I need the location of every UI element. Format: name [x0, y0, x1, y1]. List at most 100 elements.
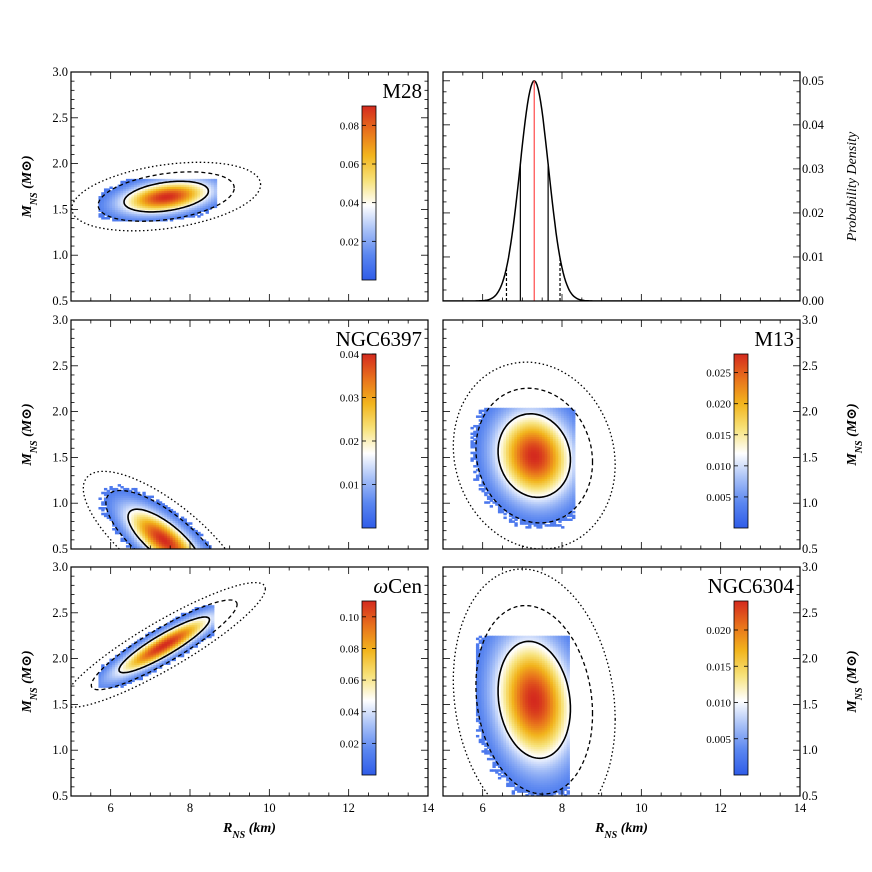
panel-6-x-axis-title: RNS (km) [594, 821, 648, 841]
panel-3-ticks: 0.5 1.0 1.5 2.0 2.5 3.0 [52, 313, 429, 556]
panel-1-y-tick-label: 1.0 [52, 248, 68, 262]
panel-6-colorbar-tick: 0.005 [706, 734, 731, 746]
panel-5-y-tick-label: 1.5 [52, 697, 68, 711]
panel-4-contour-1 [497, 413, 572, 499]
panel-5-x-tick-label: 8 [187, 801, 193, 815]
panel-4-y-tick-label: 3.0 [802, 313, 818, 327]
panel-1-colorbar-tick: 0.06 [340, 159, 360, 171]
panel-6-y-tick-label: 1.5 [802, 697, 818, 711]
panel-6-contour-3 [452, 568, 616, 796]
panel-2-y-tick-label: 0.04 [802, 118, 825, 132]
panel-6-colorbar-tick: 0.020 [706, 625, 731, 637]
panel-5-colorbar: 0.02 0.04 0.06 0.08 0.10 [340, 600, 377, 776]
panel-6: 0.005 0.010 0.015 0.020 NGC6304 6 8 10 12 140.5 1.… [442, 560, 865, 841]
panel-5-y-tick-label: 0.5 [52, 789, 68, 803]
panel-5-plot-area [71, 581, 267, 708]
panel-3-colorbar-tick: 0.01 [340, 480, 359, 492]
panel-4-contours [452, 361, 616, 549]
panel-4-contour-2 [475, 387, 594, 524]
panel-2-y-tick-label: 0.02 [802, 206, 824, 220]
panel-2-ticks: 0.00 0.01 0.02 0.03 0.04 0.05 [442, 72, 825, 308]
panel-3-plot-area [82, 470, 227, 549]
panel-1: 0.02 0.04 0.06 0.08 M28 0.5 1.0 1.5 2.0 2.5 3.0 MNS… [20, 65, 429, 308]
panel-1-label: M28 [382, 79, 422, 103]
panel-4-colorbar-tick: 0.015 [706, 430, 731, 442]
panel-3-y-tick-label: 2.0 [52, 405, 68, 419]
panel-5-x-axis-title: RNS (km) [222, 821, 276, 841]
panel-3-y-tick-label: 3.0 [52, 313, 68, 327]
panel-1-plot-area [71, 161, 262, 232]
panel-1-colorbar-tick: 0.02 [340, 236, 359, 248]
panel-6-contour-2 [475, 604, 594, 795]
panel-4-colorbar: 0.005 0.010 0.015 0.020 0.025 [706, 353, 749, 529]
panel-5-contour-2 [90, 599, 238, 691]
panel-1-contour-3 [71, 161, 262, 232]
panel-6-contour-1 [497, 640, 572, 760]
panel-4-y-tick-label: 2.5 [802, 359, 818, 373]
panel-6-colorbar-tick: 0.010 [706, 698, 731, 710]
panel-3-density [98, 484, 212, 549]
panel-3-colorbar-tick: 0.04 [340, 349, 360, 361]
panel-5: 0.02 0.04 0.06 0.08 0.10 ωCen 6 8 10 12 14 0.5 1.0 1.… [20, 560, 435, 841]
panel-1-y-tick-label: 1.5 [52, 202, 68, 216]
panel-6-y-tick-label: 2.5 [802, 606, 818, 620]
panel-5-ticks: 6 8 10 12 14 0.5 1.0 1.5 2.0 2.5 3.0 [52, 560, 435, 815]
panel-5-density [98, 605, 215, 688]
panel-2-pdf-curve [443, 80, 800, 301]
panel-4-y-tick-label: 1.5 [802, 450, 818, 464]
panel-4-colorbar-tick: 0.010 [706, 461, 731, 473]
panel-4-colorbar-tick: 0.025 [706, 368, 731, 380]
panel-3-y-tick-label: 1.5 [52, 450, 68, 464]
panel-1-density [98, 178, 218, 222]
panel-3-colorbar-tick: 0.03 [340, 393, 360, 405]
panel-5-contour-3 [71, 581, 267, 708]
panel-4-density [470, 407, 576, 529]
panel-1-y-axis-title: MNS (M⊙) [20, 155, 40, 218]
panel-4-y-tick-label: 2.0 [802, 405, 818, 419]
panel-2-pdf [443, 80, 800, 301]
panel-3-y-tick-label: 2.5 [52, 359, 68, 373]
panel-2-y-tick-label: 0.03 [802, 162, 824, 176]
panel-1-contour-2 [97, 171, 235, 222]
panel-1-contour-1 [123, 180, 210, 213]
panel-5-x-tick-label: 14 [422, 801, 435, 815]
panel-3-contour-1 [127, 508, 197, 549]
panel-4-ticks: 0.5 1.0 1.5 2.0 2.5 3.0 [442, 313, 818, 556]
panel-6-y-tick-label: 2.0 [802, 652, 818, 666]
panel-5-contour-1 [118, 616, 211, 674]
panel-6-ticks: 6 8 10 12 140.5 1.0 1.5 2.0 2.5 3.0 [442, 560, 818, 815]
panel-1-colorbar-tick: 0.08 [340, 120, 360, 132]
panel-5-colorbar-tick: 0.02 [340, 738, 359, 750]
panel-6-y-tick-label: 0.5 [802, 789, 818, 803]
panel-5-y-tick-label: 2.5 [52, 606, 68, 620]
panel-6-colorbar: 0.005 0.010 0.015 0.020 [706, 600, 749, 776]
panel-4-colorbar-tick: 0.020 [706, 399, 731, 411]
panels: 0.02 0.04 0.06 0.08 M28 0.5 1.0 1.5 2.0 2.5 3.0 MNS… [20, 65, 865, 841]
panel-5-contours [71, 581, 267, 708]
panel-3-colorbar-tick: 0.02 [340, 436, 359, 448]
panel-1-y-tick-label: 2.0 [52, 157, 68, 171]
panel-2-frame [442, 71, 801, 302]
panel-6-y-axis-title: MNS (M⊙) [845, 650, 865, 713]
panel-1-colorbar-tick: 0.04 [340, 198, 360, 210]
panel-6-plot-area [452, 568, 616, 796]
panel-4-plot-area [452, 361, 616, 549]
panel-4: 0.005 0.010 0.015 0.020 0.025 M13 0.5 1.0 1.5 2.0… [442, 313, 865, 556]
panel-5-colorbar-tick: 0.06 [340, 675, 360, 687]
panel-4-y-tick-label: 1.0 [802, 496, 818, 510]
panel-4-label: M13 [754, 327, 794, 351]
panel-4-y-axis-title: MNS (M⊙) [845, 403, 865, 466]
panel-4-y-tick-label: 0.5 [802, 542, 818, 556]
panel-3-contours [82, 470, 227, 549]
panel-5-label: ωCen [373, 574, 422, 598]
panel-5-colorbar-tick: 0.08 [340, 643, 360, 655]
panel-6-density [475, 635, 570, 796]
panel-2-plot-area [443, 80, 800, 301]
panel-2-y-tick-label: 0.01 [802, 250, 824, 264]
panel-1-y-tick-label: 2.5 [52, 111, 68, 125]
panel-3-contour-2 [105, 489, 212, 549]
panel-5-x-tick-label: 6 [108, 801, 114, 815]
panel-6-x-tick-label: 6 [480, 801, 486, 815]
